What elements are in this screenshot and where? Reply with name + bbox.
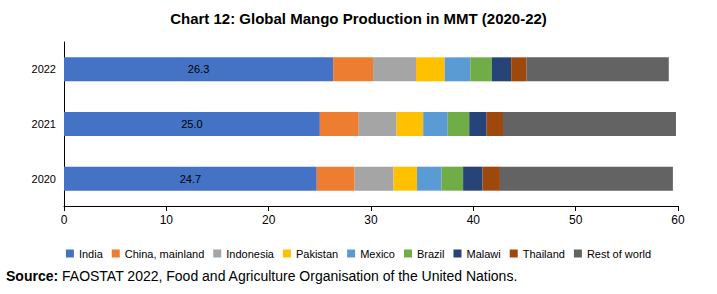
svg-text:2022: 2022 (32, 63, 56, 75)
svg-text:China, mainland: China, mainland (125, 248, 205, 260)
svg-text:Chart 12: Global Mango Product: Chart 12: Global Mango Production in MMT… (170, 10, 547, 27)
html-text:Source: FAOSTAT 2022, Food and: Source: FAOSTAT 2022, Food and Agricultu… (6, 268, 518, 284)
svg-text:Brazil: Brazil (417, 248, 445, 260)
svg-text:Malawi: Malawi (466, 248, 500, 260)
svg-text:Rest of world: Rest of world (587, 248, 651, 260)
svg-text:26.3: 26.3 (188, 63, 209, 75)
svg-text:Pakistan: Pakistan (296, 248, 338, 260)
svg-text:50: 50 (569, 213, 583, 227)
svg-text:Indonesia: Indonesia (226, 248, 275, 260)
svg-text:India: India (79, 248, 104, 260)
svg-text:10: 10 (160, 213, 174, 227)
svg-text:Thailand: Thailand (523, 248, 565, 260)
svg-text:30: 30 (364, 213, 378, 227)
svg-text:Mexico: Mexico (360, 248, 395, 260)
svg-text:2020: 2020 (32, 173, 56, 185)
svg-text:40: 40 (467, 213, 481, 227)
svg-text:60: 60 (671, 213, 685, 227)
svg-text:25.0: 25.0 (181, 118, 202, 130)
svg-text:0: 0 (61, 213, 68, 227)
svg-text:20: 20 (262, 213, 276, 227)
svg-text:2021: 2021 (32, 118, 56, 130)
svg-text:24.7: 24.7 (180, 173, 201, 185)
